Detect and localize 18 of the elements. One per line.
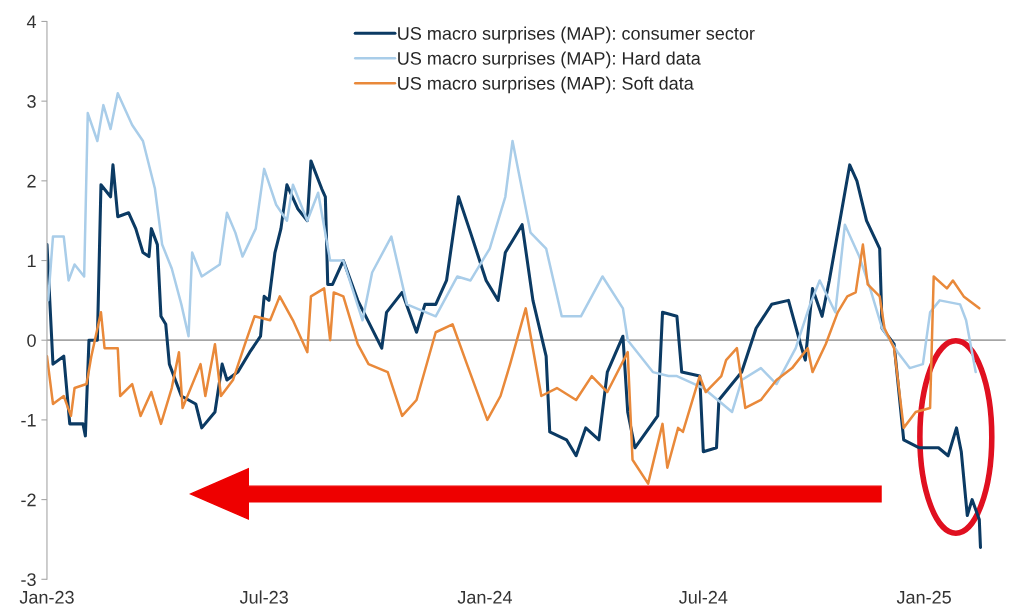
line-series — [46, 159, 983, 549]
x-tick-label: Jan-24 — [457, 590, 513, 604]
y-tick-label: 3 — [27, 95, 36, 108]
legend-label: US macro surprises (MAP): Soft data — [398, 76, 694, 94]
y-tick-label: -1 — [21, 414, 36, 427]
y-tick-label: -3 — [21, 573, 36, 587]
legend-label: US macro surprises (MAP): consumer sector — [398, 26, 755, 44]
y-tick-label: 2 — [27, 174, 36, 188]
x-tick-label: Jan-23 — [19, 590, 74, 604]
y-tick-label: 0 — [27, 334, 36, 347]
x-tick-label: Jan-25 — [896, 590, 951, 604]
line-series — [46, 243, 981, 485]
y-tick-label: 1 — [27, 254, 36, 268]
y-tick-label: -2 — [21, 493, 36, 507]
legend-label: US macro surprises (MAP): Hard data — [398, 51, 701, 69]
y-tick-label: 4 — [26, 15, 37, 28]
x-tick-label: Jul-23 — [239, 590, 288, 604]
x-tick-label: Jul-24 — [679, 590, 728, 604]
